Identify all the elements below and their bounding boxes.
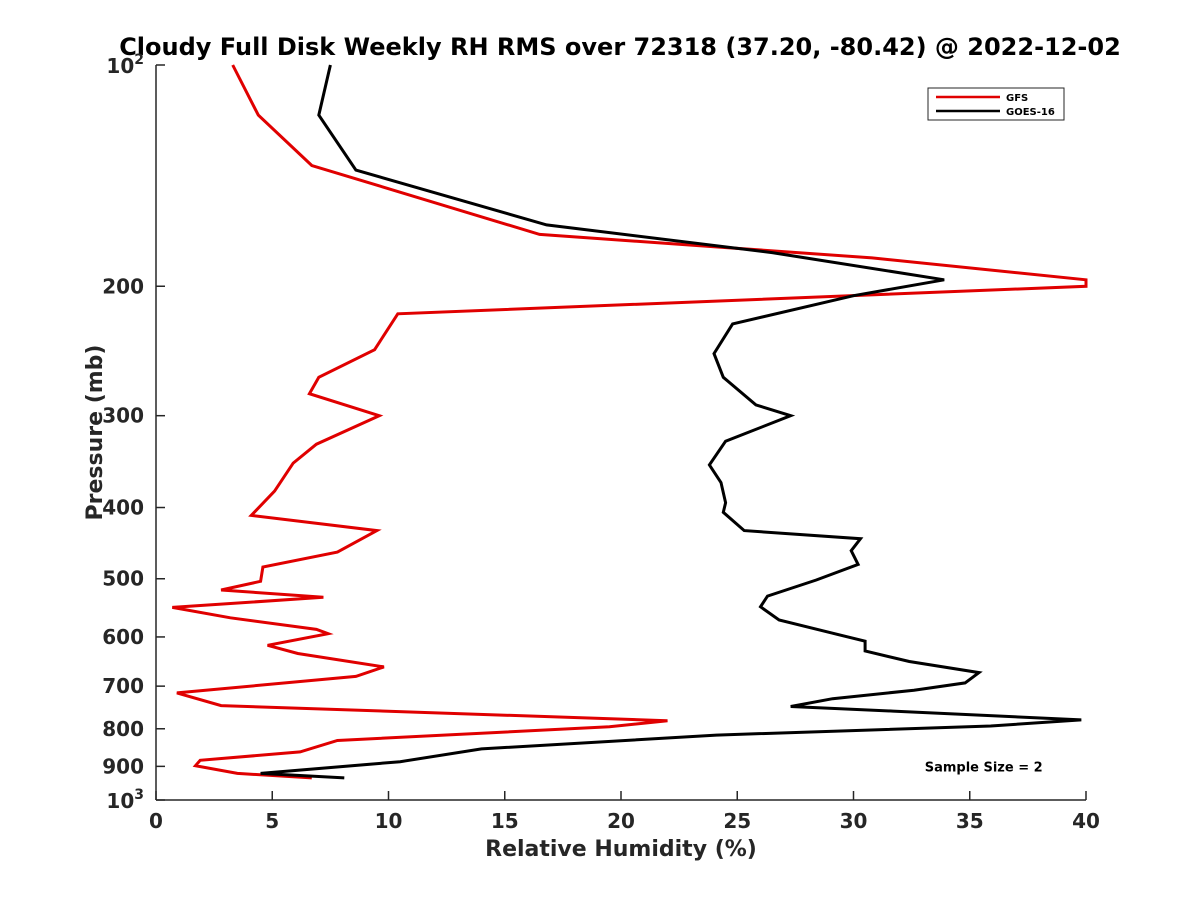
y-tick-label: 900 <box>102 754 144 778</box>
legend-box <box>927 87 1065 121</box>
plot-area <box>156 65 1086 800</box>
x-tick-label: 40 <box>1072 809 1100 833</box>
chart-title: Cloudy Full Disk Weekly RH RMS over 7231… <box>119 33 1121 61</box>
x-tick-label: 20 <box>607 809 635 833</box>
y-tick-label: 200 <box>102 274 144 298</box>
x-tick-label: 15 <box>491 809 519 833</box>
y-tick-label: 800 <box>102 717 144 741</box>
legend-label: GFS <box>1006 93 1028 104</box>
series-layer <box>172 64 1088 780</box>
x-tick-label: 25 <box>723 809 751 833</box>
x-axis-label: Relative Humidity (%) <box>485 837 757 862</box>
y-tick-label: 600 <box>102 625 144 649</box>
x-tick-label: 0 <box>149 809 163 833</box>
y-axis-label: Pressure (mb) <box>83 345 108 521</box>
y-tick-label: 500 <box>102 567 144 591</box>
y-tick-label: 400 <box>102 496 144 520</box>
ticks-layer: 0 5 10 15 20 25 30 35 40 200 300 400 500 600 700 800 900… <box>102 52 1100 833</box>
x-tick-label: 30 <box>840 809 868 833</box>
series-line-goes-16 <box>260 64 1082 780</box>
x-tick-label: 10 <box>375 809 403 833</box>
legend-label: GOES-16 <box>1006 107 1055 118</box>
y-tick-label: 103 <box>106 787 144 813</box>
series-line-gfs <box>172 64 1088 780</box>
legend: GFS GOES-16 <box>927 87 1065 121</box>
x-tick-label: 35 <box>956 809 984 833</box>
x-tick-label: 5 <box>265 809 279 833</box>
y-tick-label: 102 <box>106 52 144 78</box>
y-tick-label: 300 <box>102 404 144 428</box>
sample-size-annotation: Sample Size = 2 <box>925 760 1043 775</box>
y-tick-label: 700 <box>102 674 144 698</box>
